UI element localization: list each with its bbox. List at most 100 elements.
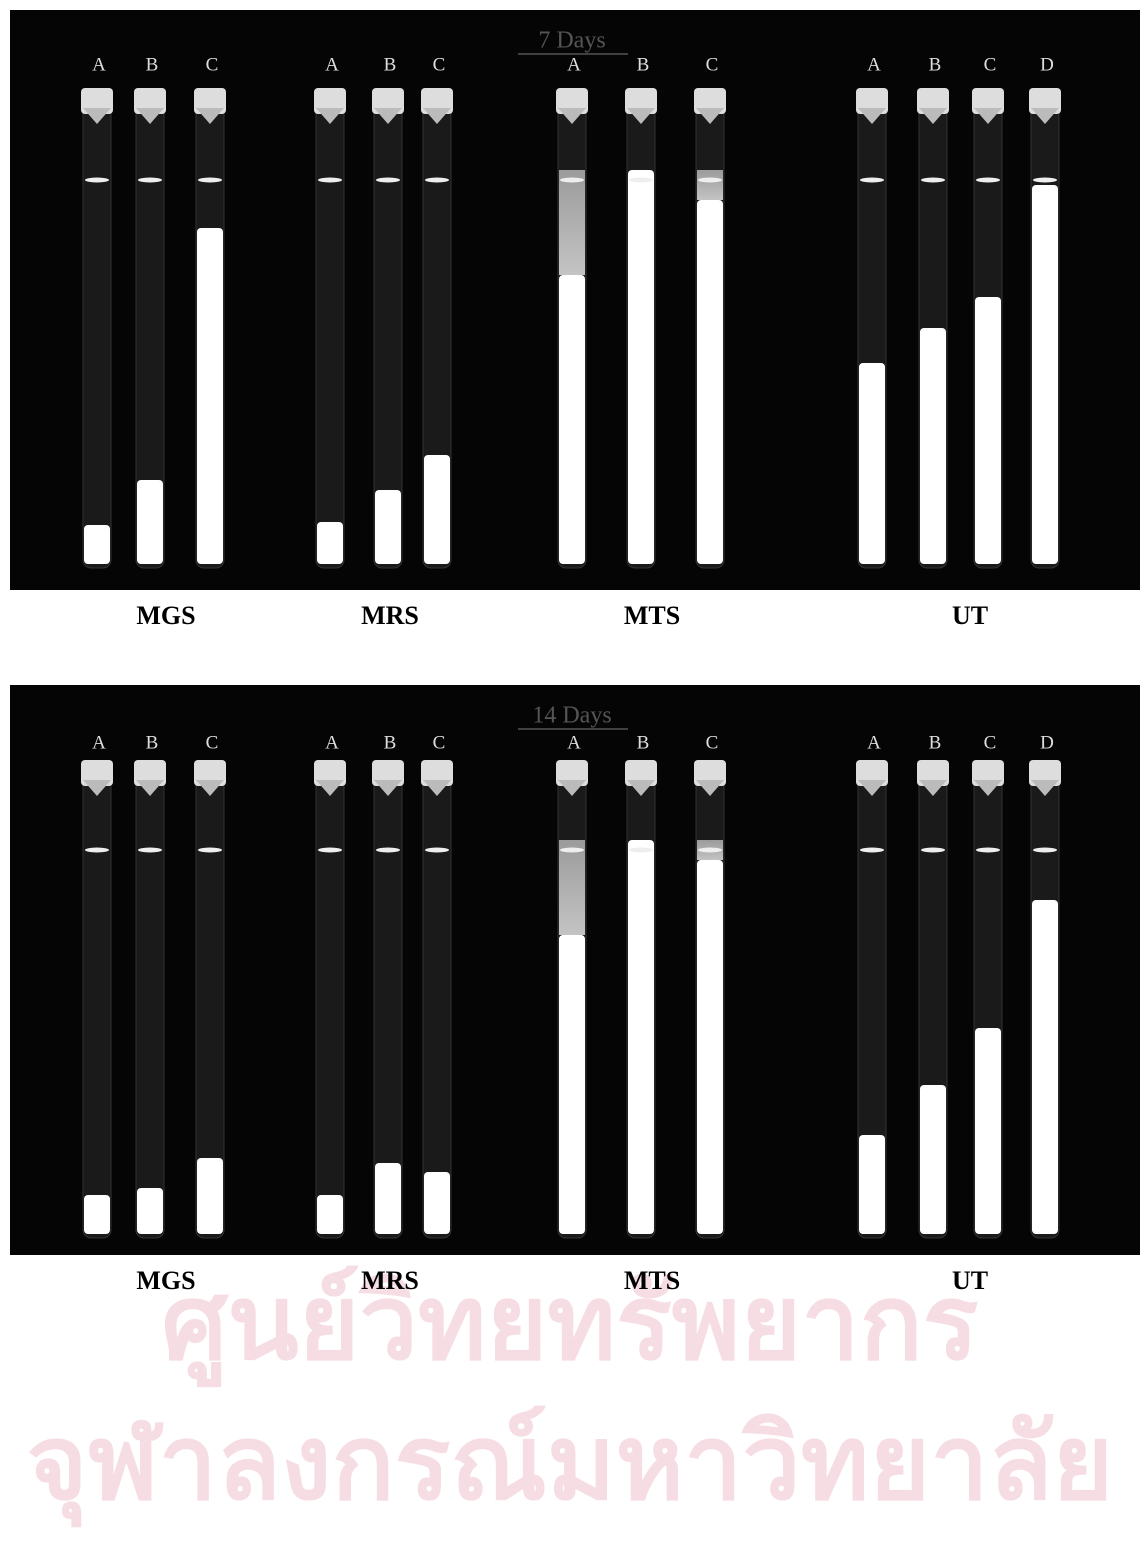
tube-letter: A <box>325 54 339 75</box>
panel-title: 7 Days <box>538 28 605 54</box>
tube-letter: B <box>637 732 650 753</box>
tube-cap <box>194 760 226 786</box>
cap-shadow <box>196 108 224 124</box>
tube-cap <box>556 760 588 786</box>
tube-letter: D <box>1040 732 1054 753</box>
cap-shadow <box>858 780 886 796</box>
cap-shadow <box>696 108 724 124</box>
tube-cap <box>694 88 726 114</box>
tube-cap <box>625 88 657 114</box>
tube-fill <box>84 1195 110 1234</box>
tube-letter: B <box>146 732 159 753</box>
cap-shadow <box>627 780 655 796</box>
tube-fill <box>559 275 585 564</box>
tube-letter: A <box>567 54 581 75</box>
cap-shadow <box>196 780 224 796</box>
tube-letter: B <box>146 54 159 75</box>
cap-shadow <box>558 780 586 796</box>
tube-letter: C <box>433 54 446 75</box>
tube-cap <box>1029 760 1061 786</box>
tube-glass <box>315 99 345 569</box>
tube-haze <box>559 170 585 275</box>
tube-fill <box>975 1028 1001 1234</box>
group-label: MRS <box>361 601 419 630</box>
tube-letter: C <box>706 732 719 753</box>
meniscus <box>921 847 945 853</box>
tube-letter: C <box>206 732 219 753</box>
tube-cap <box>856 760 888 786</box>
watermark-text: จุฬาลงกรณ์มหาวิทยาลัย <box>27 1401 1114 1527</box>
tube-fill <box>1032 185 1058 564</box>
meniscus <box>85 177 109 183</box>
cap-shadow <box>974 108 1002 124</box>
cap-shadow <box>1031 780 1059 796</box>
tube-fill <box>424 1172 450 1234</box>
meniscus <box>318 177 342 183</box>
tube-fill <box>137 1188 163 1234</box>
meniscus <box>860 177 884 183</box>
tube-cap <box>134 760 166 786</box>
panel-title: 14 Days <box>532 703 611 729</box>
tube-cap <box>856 88 888 114</box>
tube-fill <box>197 1158 223 1234</box>
cap-shadow <box>374 108 402 124</box>
cap-shadow <box>316 108 344 124</box>
tube-fill <box>628 170 654 564</box>
tube-fill <box>424 455 450 564</box>
cap-shadow <box>696 780 724 796</box>
group-label: MGS <box>136 1266 195 1295</box>
tube-cap <box>917 760 949 786</box>
meniscus <box>376 177 400 183</box>
meniscus <box>860 847 884 853</box>
tube-cap <box>1029 88 1061 114</box>
cap-shadow <box>374 780 402 796</box>
tube-fill <box>375 1163 401 1234</box>
tube-letter: C <box>433 732 446 753</box>
tube-fill <box>137 480 163 564</box>
meniscus <box>138 177 162 183</box>
tube-glass <box>422 771 452 1239</box>
meniscus <box>425 177 449 183</box>
tube-cap <box>314 760 346 786</box>
tube-fill <box>84 525 110 564</box>
tube-letter: A <box>867 732 881 753</box>
tube-fill <box>317 522 343 564</box>
tube-letter: A <box>92 54 106 75</box>
cap-shadow <box>627 108 655 124</box>
tube-glass <box>135 771 165 1239</box>
meniscus <box>85 847 109 853</box>
tube-letter: A <box>567 732 581 753</box>
meniscus <box>318 847 342 853</box>
meniscus <box>376 847 400 853</box>
cap-shadow <box>919 108 947 124</box>
tube-letter: C <box>984 732 997 753</box>
cap-shadow <box>974 780 1002 796</box>
cap-shadow <box>858 108 886 124</box>
tube-cap <box>314 88 346 114</box>
tube-letter: B <box>384 54 397 75</box>
tube-cap <box>421 760 453 786</box>
tube-cap <box>421 88 453 114</box>
tube-fill <box>375 490 401 564</box>
tube-letter: B <box>929 54 942 75</box>
tube-fill <box>628 840 654 1234</box>
tube-cap <box>917 88 949 114</box>
tube-fill <box>317 1195 343 1234</box>
tube-glass <box>82 99 112 569</box>
tube-letter: B <box>929 732 942 753</box>
tube-fill <box>697 200 723 564</box>
meniscus <box>560 177 584 183</box>
meniscus <box>698 177 722 183</box>
tube-fill <box>859 1135 885 1234</box>
tube-letter: A <box>92 732 106 753</box>
watermark-text: ศูนย์วิทยทรัพยากร <box>161 1261 978 1387</box>
meniscus <box>560 847 584 853</box>
tube-cap <box>556 88 588 114</box>
meniscus <box>976 847 1000 853</box>
group-label: MRS <box>361 1266 419 1295</box>
tube-cap <box>694 760 726 786</box>
meniscus <box>425 847 449 853</box>
tube-cap <box>972 760 1004 786</box>
cap-shadow <box>83 780 111 796</box>
meniscus <box>629 177 653 183</box>
